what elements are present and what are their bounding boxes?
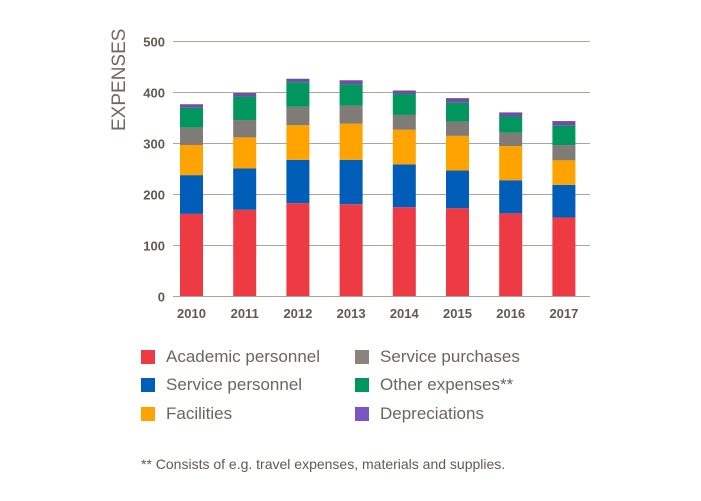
bar-academic-personnel-2011 — [233, 209, 257, 296]
bar-service-personnel-2015 — [446, 170, 469, 209]
bar-service-purchases-2013 — [339, 105, 363, 124]
legend-swatch-icon — [141, 350, 155, 364]
bar-depreciations-2013 — [339, 80, 363, 85]
bar-other-expenses-2013 — [339, 84, 363, 106]
bar-service-purchases-2014 — [392, 114, 416, 130]
bar-facilities-2016 — [499, 146, 523, 181]
legend-item-service-personnel: Service personnel — [141, 374, 302, 396]
legend-swatch-icon — [355, 350, 369, 364]
bar-other-expenses-2011 — [233, 96, 257, 121]
bar-depreciations-2015 — [446, 98, 469, 103]
y-axis-ticks: 0 100 200 300 400 500 — [143, 35, 165, 305]
x-tick-label: 2015 — [443, 306, 472, 321]
legend-item-other-expenses: Other expenses** — [355, 374, 513, 396]
bar-stack-2016 — [499, 112, 523, 296]
legend-item-service-purchases: Service purchases — [355, 346, 520, 368]
x-tick-label: 2012 — [283, 306, 312, 321]
x-tick-label: 2010 — [177, 306, 206, 321]
bar-service-personnel-2011 — [233, 168, 257, 210]
bar-academic-personnel-2016 — [499, 213, 523, 296]
legend-label: Depreciations — [380, 404, 484, 423]
bar-service-purchases-2017 — [552, 145, 576, 161]
bar-stack-2013 — [339, 80, 363, 296]
bar-stack-2015 — [446, 98, 469, 296]
y-tick-label: 100 — [143, 239, 165, 254]
bar-facilities-2014 — [392, 129, 416, 165]
bar-service-purchases-2010 — [180, 127, 203, 146]
bar-depreciations-2012 — [286, 78, 310, 83]
bar-service-personnel-2016 — [499, 180, 523, 214]
bar-academic-personnel-2015 — [446, 208, 469, 296]
y-tick-label: 400 — [143, 86, 165, 101]
bar-facilities-2011 — [233, 137, 257, 169]
bar-service-personnel-2013 — [339, 159, 363, 205]
bar-depreciations-2017 — [552, 121, 576, 126]
bar-academic-personnel-2017 — [552, 217, 576, 296]
bar-service-purchases-2016 — [499, 132, 523, 147]
y-axis-title: EXPENSES — [109, 29, 130, 131]
legend-swatch-icon — [141, 378, 155, 392]
bar-stack-2011 — [233, 93, 257, 296]
x-tick-label: 2011 — [231, 306, 259, 321]
bar-academic-personnel-2013 — [339, 204, 363, 296]
x-tick-label: 2013 — [337, 306, 366, 321]
legend-item-facilities: Facilities — [141, 403, 232, 425]
legend-label: Service personnel — [166, 375, 303, 394]
x-tick-label: 2016 — [496, 306, 525, 321]
footnote: ** Consists of e.g. travel expenses, mat… — [141, 456, 506, 472]
bar-depreciations-2016 — [499, 112, 523, 117]
legend-item-academic-personnel: Academic personnel — [141, 346, 320, 368]
legend-label: Academic personnel — [166, 347, 321, 366]
x-tick-label: 2014 — [390, 306, 420, 321]
bar-facilities-2017 — [552, 160, 576, 185]
bar-service-purchases-2011 — [233, 120, 257, 138]
bar-service-purchases-2012 — [286, 106, 310, 126]
bar-other-expenses-2017 — [552, 125, 576, 146]
bar-facilities-2013 — [339, 123, 363, 160]
bar-facilities-2010 — [180, 145, 203, 176]
bar-academic-personnel-2012 — [286, 203, 310, 296]
bar-service-personnel-2010 — [180, 175, 203, 214]
bar-other-expenses-2016 — [499, 116, 523, 133]
bar-service-personnel-2012 — [286, 159, 310, 204]
bar-stack-2010 — [180, 104, 203, 296]
bar-academic-personnel-2010 — [180, 213, 203, 296]
bar-academic-personnel-2014 — [392, 207, 416, 296]
bar-other-expenses-2010 — [180, 107, 203, 128]
legend-label: Facilities — [166, 404, 233, 423]
legend-swatch-icon — [141, 407, 155, 421]
legend-swatch-icon — [355, 378, 369, 392]
bar-service-personnel-2017 — [552, 184, 576, 218]
bar-facilities-2015 — [446, 135, 469, 171]
legend-swatch-icon — [355, 407, 369, 421]
bar-stack-2014 — [392, 90, 416, 296]
bars — [180, 78, 576, 296]
bar-stack-2012 — [286, 78, 310, 296]
x-axis-ticks: 2010 2011 2012 2013 2014 2015 2016 2017 — [177, 306, 578, 321]
legend-label: Other expenses** — [380, 375, 514, 394]
bar-other-expenses-2012 — [286, 82, 310, 107]
y-tick-label: 500 — [143, 35, 165, 50]
legend-item-depreciations: Depreciations — [355, 403, 484, 425]
y-tick-label: 300 — [143, 137, 165, 152]
y-tick-label: 0 — [158, 290, 165, 305]
x-tick-label: 2017 — [549, 306, 578, 321]
bar-other-expenses-2014 — [392, 94, 416, 115]
bar-depreciations-2011 — [233, 93, 257, 97]
bar-service-purchases-2015 — [446, 121, 469, 136]
bar-facilities-2012 — [286, 125, 310, 160]
legend-label: Service purchases — [380, 347, 520, 366]
bar-stack-2017 — [552, 121, 576, 296]
bar-depreciations-2014 — [392, 90, 416, 95]
bar-depreciations-2010 — [180, 104, 203, 108]
y-tick-label: 200 — [143, 188, 165, 203]
bar-other-expenses-2015 — [446, 102, 469, 122]
bar-service-personnel-2014 — [392, 164, 416, 208]
